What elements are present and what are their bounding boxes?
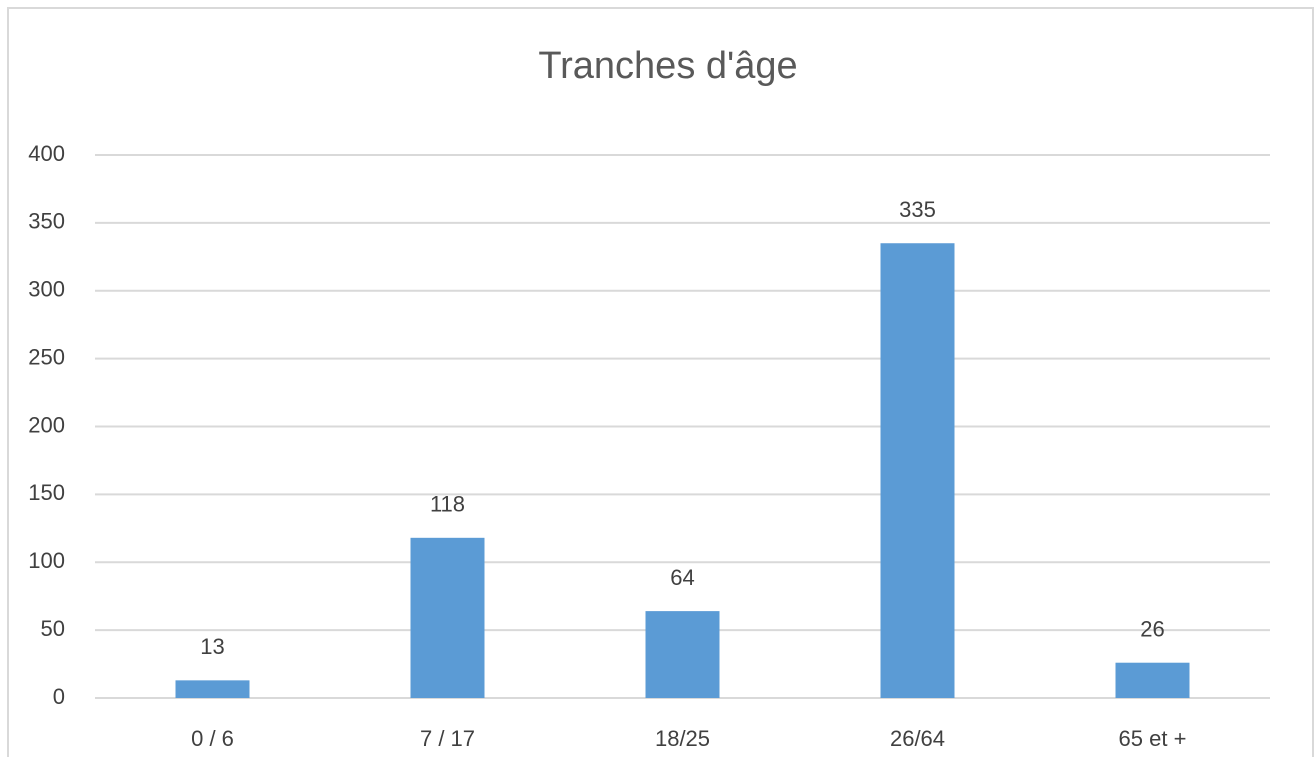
x-tick-label: 26/64 bbox=[890, 726, 945, 751]
data-label: 118 bbox=[430, 492, 465, 517]
x-tick-label: 65 et + bbox=[1119, 726, 1187, 751]
data-label: 13 bbox=[200, 634, 224, 659]
y-tick-label: 50 bbox=[41, 616, 65, 641]
bar bbox=[645, 611, 720, 698]
x-tick-label: 18/25 bbox=[655, 726, 710, 751]
bar bbox=[1115, 662, 1190, 698]
x-tick-label: 7 / 17 bbox=[420, 726, 475, 751]
y-tick-label: 300 bbox=[28, 277, 65, 302]
data-label: 64 bbox=[670, 565, 694, 590]
data-label: 335 bbox=[899, 197, 936, 222]
y-tick-label: 200 bbox=[28, 412, 65, 437]
data-label: 26 bbox=[1140, 617, 1164, 642]
x-tick-label: 0 / 6 bbox=[191, 726, 234, 751]
bar bbox=[410, 537, 485, 698]
y-tick-label: 250 bbox=[28, 344, 65, 369]
y-tick-label: 400 bbox=[28, 141, 65, 166]
y-tick-label: 0 bbox=[53, 684, 65, 709]
bar bbox=[880, 243, 955, 699]
y-tick-label: 350 bbox=[28, 209, 65, 234]
y-tick-label: 150 bbox=[28, 480, 65, 505]
chart-title: Tranches d'âge bbox=[538, 45, 797, 87]
y-tick-label: 100 bbox=[28, 548, 65, 573]
bar bbox=[175, 680, 250, 698]
